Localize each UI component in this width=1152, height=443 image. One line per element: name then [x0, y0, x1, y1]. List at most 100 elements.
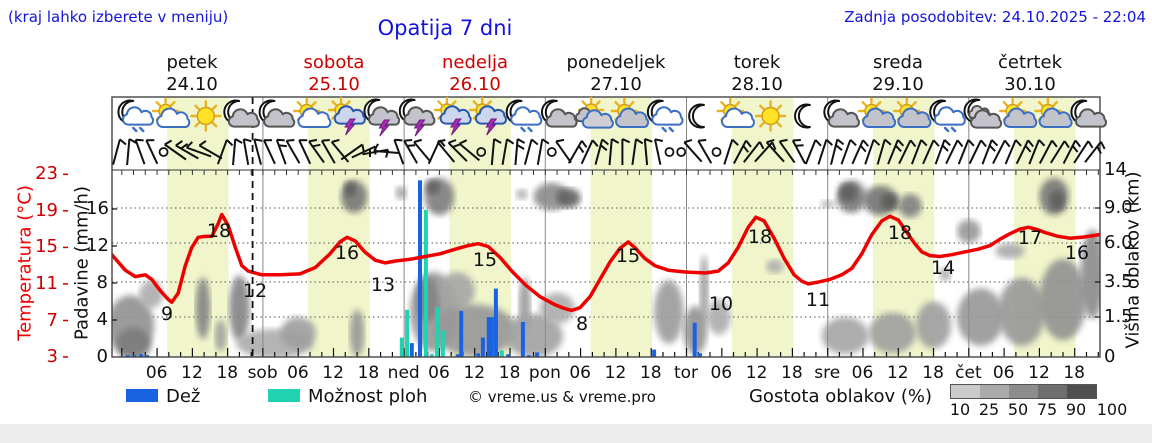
x-axis-label: 12	[1028, 363, 1050, 383]
cloud-height-tick-label: 9.0	[1104, 197, 1133, 218]
cloud-height-tick-label: 14	[1104, 159, 1127, 180]
day-name: petek	[166, 52, 218, 73]
rain-legend-label: Dež	[166, 386, 201, 407]
wind-barbs-row	[112, 138, 1106, 166]
shower-legend-label: Možnost ploh	[308, 386, 428, 407]
weather-icon-sun-cloud-gray	[893, 97, 932, 128]
day-name: sreda	[873, 52, 923, 73]
x-axis-label: 12	[604, 363, 627, 383]
weather-icon-sun-cloud-gray	[1034, 97, 1073, 128]
weather-icon-sun	[754, 100, 787, 132]
precip-tick-label: 0	[96, 346, 108, 367]
temperature-value-label: 12	[243, 280, 267, 302]
rain-legend-swatch	[126, 389, 158, 402]
cloud-scale-swatch	[980, 385, 1009, 398]
x-axis-label: sob	[247, 363, 278, 383]
x-axis-label: sre	[814, 363, 841, 383]
cloud-scale-label: 50	[1007, 400, 1029, 419]
x-axis-label: 18	[357, 363, 380, 383]
plot-frame	[111, 96, 1101, 358]
temperature-value-label: 11	[806, 289, 830, 311]
day-date: 25.10	[308, 74, 360, 95]
temperature-value-label: 17	[1018, 227, 1042, 249]
cloud-density-layer	[112, 178, 1100, 357]
temp-tick-label: 19	[35, 199, 58, 221]
cloud-scale-swatch	[1009, 385, 1038, 398]
weather-icon-moon-cloud	[540, 99, 578, 128]
x-axis-label: 06	[569, 363, 592, 383]
menu-hint-text: (kraj lahko izberete v meniju)	[8, 8, 229, 26]
cloud-scale-label: 25	[978, 400, 1000, 419]
weather-icon-moon-cloud-fog	[505, 99, 543, 133]
temp-tick-label: 23	[35, 163, 58, 185]
x-axis-label: čet	[955, 363, 982, 383]
weather-icon-moon-cloud-storm	[398, 98, 436, 137]
weather-icon-moon-cloud-storm	[363, 98, 401, 137]
cloud-height-tick-label: 0	[1104, 346, 1116, 367]
cloud-height-tick-label: 3.5	[1104, 271, 1133, 292]
cloud-scale-swatch	[1038, 385, 1067, 398]
weather-icon-moon	[794, 103, 811, 129]
temperature-value-label: 18	[888, 222, 912, 244]
credit-link[interactable]: © vreme.us & vreme.pro	[468, 388, 656, 406]
day-date: 26.10	[449, 74, 501, 95]
cloud-scale-label: 75	[1036, 400, 1058, 419]
day-name: četrtek	[998, 52, 1062, 73]
temperature-value-label: 16	[1065, 242, 1089, 264]
precip-tick-label: 16	[86, 198, 109, 219]
weather-icon-sun-cloud	[151, 97, 191, 128]
cloud-scale-swatch	[951, 385, 980, 398]
bottom-margin-strip	[0, 424, 1152, 443]
weather-icon-moon-cloud	[823, 99, 860, 128]
x-axis-label: 12	[886, 363, 909, 383]
weather-icon-sun	[190, 100, 222, 132]
x-axis-label: 18	[639, 363, 662, 383]
cloud-height-tick-label: 6.0	[1104, 232, 1133, 253]
weather-icon-moon-cloud	[1070, 99, 1107, 128]
precipitation-bars	[125, 180, 702, 357]
weather-icon-sun-cloud	[716, 97, 755, 128]
x-axis-label: 06	[992, 363, 1015, 383]
precip-tick-label: 8	[96, 272, 108, 293]
temperature-value-label: 9	[161, 303, 173, 325]
x-axis-label: 06	[145, 363, 168, 383]
cloud-density-legend-title: Gostota oblakov (%)	[748, 386, 932, 407]
day-date: 27.10	[590, 74, 642, 95]
temperature-value-label: 14	[931, 257, 955, 279]
day-date: 24.10	[166, 74, 218, 95]
weather-icon-sun-cloud-gray	[998, 97, 1038, 128]
day-name: sobota	[303, 52, 365, 73]
weather-icon-moon	[688, 103, 705, 129]
weather-icon-sun-cloud-storm	[433, 96, 472, 136]
x-axis-label: 18	[922, 363, 944, 383]
weather-icons-row	[117, 96, 1107, 137]
weather-icon-moon-cloud	[258, 99, 296, 128]
weather-icon-moon-cloud	[223, 99, 260, 128]
cloud-density-gradient-bar	[950, 384, 1097, 399]
cloud-height-tick-label: 1.5	[1104, 306, 1133, 327]
shower-legend-swatch	[268, 389, 300, 402]
cloud-scale-label: 10	[949, 400, 971, 419]
weather-icon-sun-cloud	[293, 97, 332, 128]
temperature-value-label: 15	[473, 249, 497, 271]
x-axis-label: tor	[673, 363, 699, 383]
temp-tick-label: 11	[35, 272, 58, 294]
day-date: 28.10	[731, 74, 783, 95]
temperature-value-label: 8	[576, 313, 588, 335]
x-axis-label: 12	[181, 363, 203, 383]
x-axis-label: 12	[463, 363, 486, 383]
temperature-value-label: 18	[207, 220, 231, 242]
x-axis-label: 06	[851, 363, 874, 383]
temperature-value-label: 13	[371, 274, 395, 296]
weather-icon-moon-cloud-fog	[646, 99, 684, 133]
cloud-scale-label: 100	[1096, 400, 1128, 419]
last-update-text: Zadnja posodobitev: 24.10.2025 - 22:04	[844, 8, 1146, 26]
weather-icon-sun-cloud-storm	[469, 96, 507, 136]
x-axis-label: ned	[387, 363, 420, 383]
x-axis-label: 12	[322, 363, 344, 383]
daylight-band	[590, 97, 653, 357]
temperature-line	[112, 212, 1100, 313]
weather-icon-sun-cloud-gray	[857, 97, 897, 128]
temperature-value-label: 15	[616, 245, 640, 267]
